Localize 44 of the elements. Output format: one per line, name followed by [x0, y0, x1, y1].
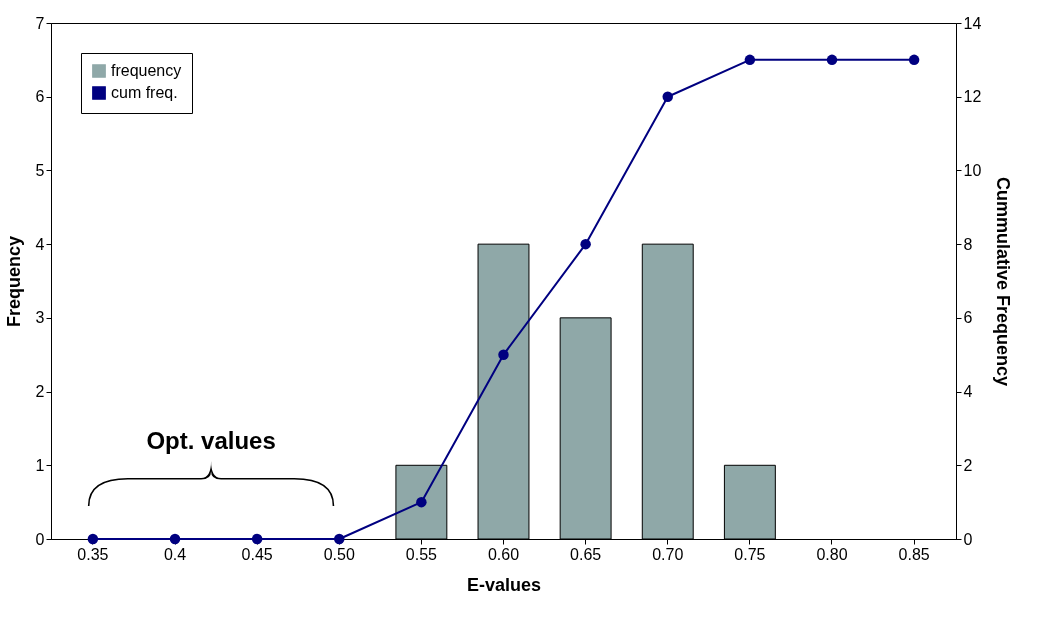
legend-label: cum freq.	[111, 84, 178, 101]
x-tick-label: 0.50	[323, 545, 355, 563]
y-tick-label: 1	[35, 456, 45, 474]
y2-axis-title: Cummulative Frequency	[993, 176, 1014, 387]
point	[251, 533, 263, 545]
x-tick-label: 0.80	[816, 545, 848, 563]
point	[498, 349, 509, 360]
y-tick-label: 2	[35, 383, 45, 401]
y2-tick-label: 10	[963, 161, 982, 179]
x-tick-label: 0.45	[241, 545, 273, 563]
point	[744, 54, 756, 66]
point	[580, 238, 591, 250]
y2-tick-label: 0	[963, 530, 973, 548]
y-tick-label: 5	[35, 161, 45, 179]
y2-tick-label: 14	[963, 14, 982, 32]
point	[87, 533, 99, 545]
x-tick-label: 0.60	[487, 545, 520, 563]
y-tick-label: 7	[35, 14, 45, 32]
point	[334, 533, 345, 545]
point	[416, 496, 427, 508]
point	[826, 54, 838, 66]
y-tick-label: 4	[35, 235, 45, 253]
x-tick-label: 0.35	[77, 545, 109, 563]
x-tick-label: 0.4	[163, 545, 187, 563]
x-tick-label: 0.75	[734, 545, 766, 563]
legend-label: frequency	[111, 62, 182, 79]
annotation: Opt. values	[146, 427, 276, 454]
y-tick-label: 6	[35, 88, 45, 106]
point	[908, 54, 920, 66]
x-tick-label: 0.85	[898, 545, 930, 563]
y-axis-title: Frequency	[3, 235, 24, 328]
y2-tick-label: 6	[963, 309, 973, 327]
x-tick-label: 0.70	[652, 545, 684, 563]
y2-tick-label: 4	[963, 383, 973, 401]
x-tick-label: 0.65	[570, 545, 602, 563]
y2-tick-label: 2	[963, 456, 973, 474]
point	[169, 533, 181, 545]
y2-tick-label: 12	[963, 88, 982, 106]
y-tick-label: 3	[35, 309, 45, 327]
point	[662, 91, 673, 102]
y-tick-label: 0	[35, 530, 45, 548]
y2-tick-label: 8	[963, 235, 973, 253]
x-tick-label: 0.55	[405, 545, 438, 563]
x-axis-title: E-values	[466, 574, 542, 595]
